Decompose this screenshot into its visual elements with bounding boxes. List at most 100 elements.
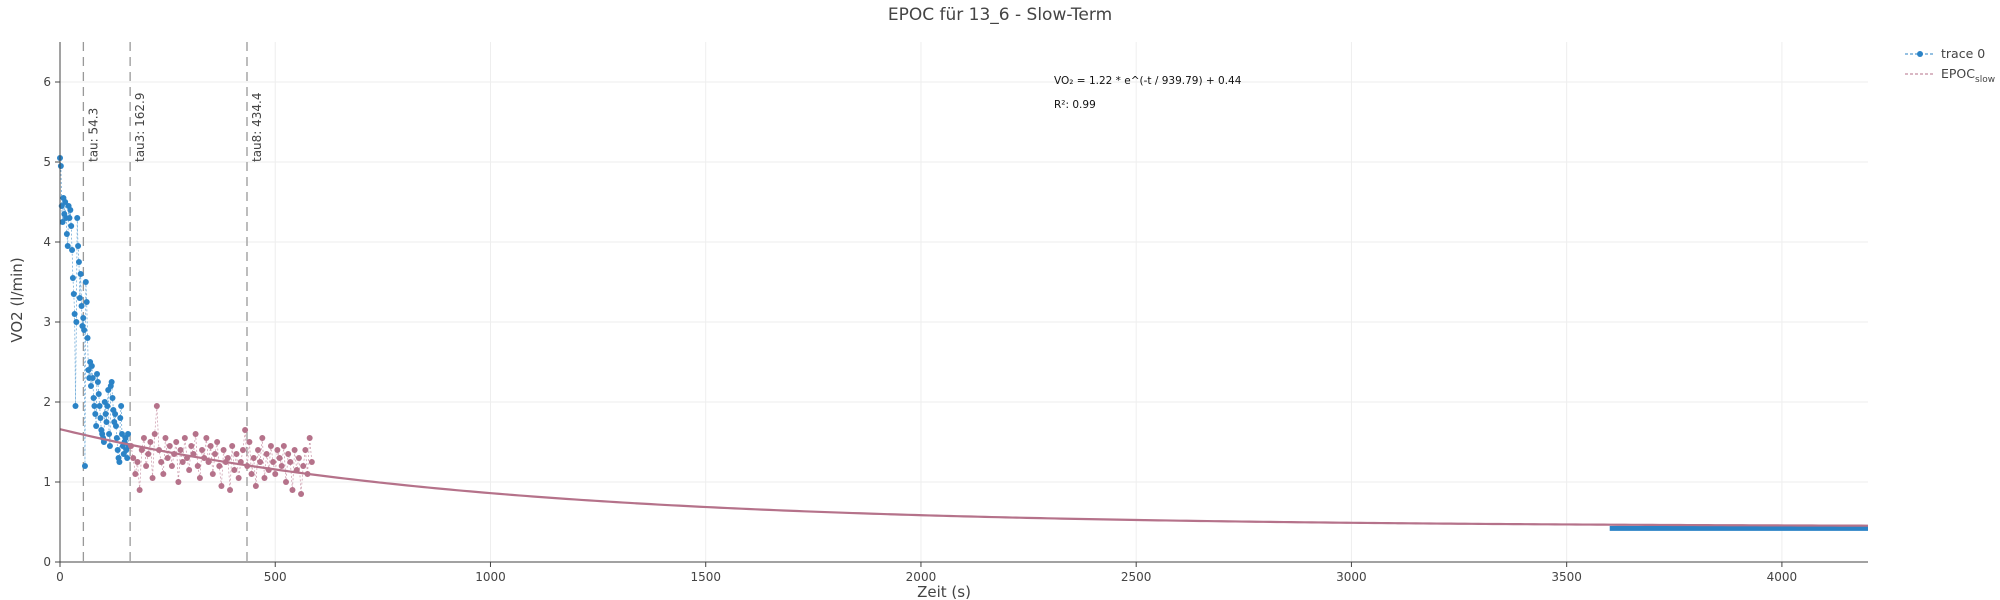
data-point [89,375,96,381]
data-point [280,443,287,449]
data-point [175,479,182,485]
data-point [158,459,165,465]
data-point [125,431,132,437]
data-point [82,279,89,285]
data-point [283,479,289,485]
data-point [75,259,82,265]
data-point [267,443,274,449]
data-point [136,487,143,493]
data-point [160,471,167,477]
x-tick-label: 500 [264,570,287,584]
data-point [239,447,246,453]
data-point [84,335,91,341]
legend-label-epoc-sub: slow [1975,75,1995,85]
data-point [138,447,145,453]
data-point [224,455,231,461]
y-tick-label: 0 [43,555,51,569]
data-point [93,423,100,429]
chart-title: EPOC für 13_6 - Slow-Term [888,5,1112,25]
traces [57,155,1868,531]
data-point [177,447,184,453]
grid [60,42,1868,562]
data-point [308,459,315,465]
data-point [306,435,313,441]
x-tick-label: 2500 [1121,570,1152,584]
data-point [203,435,210,441]
data-point [151,431,158,437]
data-point [85,367,92,373]
x-tick-label: 0 [56,570,64,584]
data-point [108,379,115,385]
data-point [209,471,216,477]
data-point [248,471,255,477]
data-point [80,315,87,321]
y-tick-label: 4 [43,235,51,249]
data-point [147,439,154,445]
data-point [207,443,214,449]
data-point [96,403,103,409]
data-point [103,419,110,425]
fit-r2: R²: 0.99 [1054,99,1096,111]
x-tick-label: 3000 [1336,570,1367,584]
legend-item-trace-0[interactable]: trace 0 [1905,46,1985,61]
data-point [235,475,242,481]
data-point [63,231,70,237]
x-tick-label: 1500 [690,570,721,584]
data-point [179,459,186,465]
legend-label-trace-0: trace 0 [1941,46,1985,61]
legend-label-epoc: EPOCslow [1941,66,1995,85]
y-axis-title: VO2 (l/min) [8,257,26,342]
data-point [289,487,296,493]
data-point [71,311,78,317]
data-point [70,291,77,297]
data-point [211,451,218,457]
vline-label: tau: 54.3 [86,108,100,162]
data-point [231,467,238,473]
data-point [81,463,88,469]
data-point [57,163,64,169]
data-point [199,447,206,453]
data-point [124,455,131,461]
data-point [106,443,113,449]
data-point [102,411,109,417]
legend-item-epoc[interactable]: EPOCslow [1905,66,1995,85]
data-point [285,451,292,457]
data-point [291,447,298,453]
data-point [149,475,156,481]
data-point [276,455,283,461]
data-point [88,363,95,369]
x-tick-label: 1000 [475,570,506,584]
data-point [91,403,98,409]
data-point [81,327,88,333]
data-point [68,223,75,229]
data-point [300,463,307,469]
data-point [255,447,262,453]
data-point [261,475,268,481]
data-point [64,243,71,249]
data-point [118,403,125,409]
data-point [250,455,257,461]
data-point [263,451,270,457]
data-point [132,471,139,477]
data-point [252,483,259,489]
data-point [92,411,99,417]
data-point [173,439,180,445]
data-point [72,403,79,409]
data-point [75,243,82,249]
data-point [78,303,85,309]
vertical-reference-lines: tau: 54.3 tau3: 162.9 tau8: 434.4 [82,42,264,562]
data-point [227,487,234,493]
data-point [134,459,141,465]
data-point [66,215,73,221]
data-point [274,447,281,453]
data-point [153,403,160,409]
data-point [95,391,102,397]
legend-label-epoc-main: EPOC [1941,66,1975,81]
data-point [106,431,113,437]
data-point [214,439,221,445]
legend[interactable]: trace 0 EPOCslow [1905,46,1995,85]
data-point [186,467,193,473]
data-point [113,435,120,441]
x-tick-label: 2000 [906,570,937,584]
data-point [62,199,69,205]
